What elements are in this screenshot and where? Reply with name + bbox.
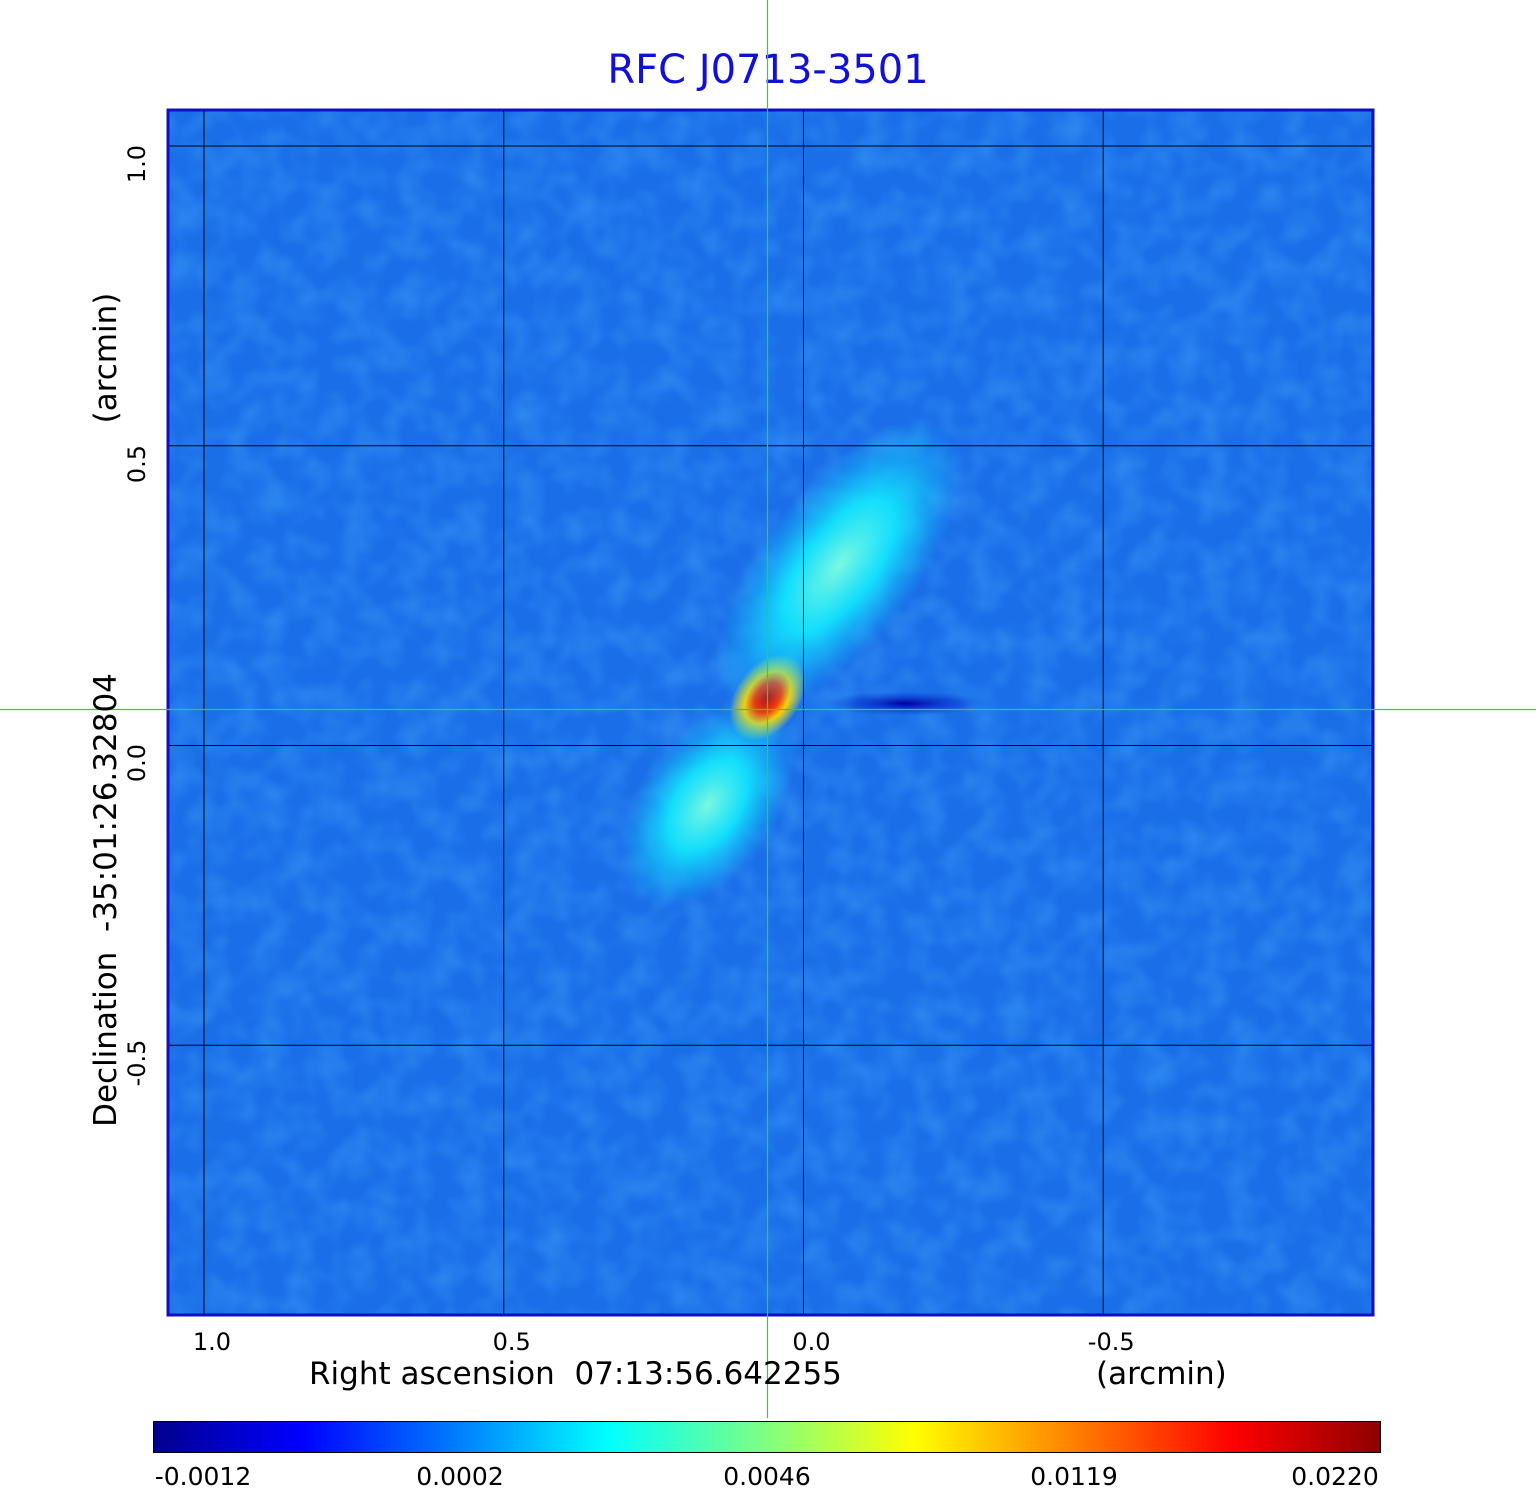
feature-jet-ne	[715, 419, 964, 712]
colorbar-tick-label: -0.0012	[154, 1462, 252, 1491]
y-axis-unit: (arcmin)	[88, 292, 124, 424]
x-tick-label: -0.5	[1087, 1328, 1135, 1356]
x-tick-label: 1.0	[192, 1328, 232, 1356]
plot-frame	[166, 108, 1375, 1317]
x-axis-unit: (arcmin)	[1096, 1356, 1227, 1392]
y-tick-label: 0.5	[123, 444, 151, 483]
y-axis-label: Declination -35:01:26.32804	[88, 673, 124, 1127]
colorbar	[153, 1421, 1381, 1453]
grid-lines	[168, 110, 1373, 1315]
x-tick-label: 0.5	[492, 1328, 531, 1356]
colorbar-tick-label: 0.0002	[416, 1462, 504, 1491]
colorbar-tick-label: 0.0220	[1291, 1462, 1379, 1491]
colorbar-tick-label: 0.0046	[723, 1462, 811, 1491]
x-tick-label: 0.0	[792, 1328, 831, 1356]
crosshair	[0, 0, 1536, 1418]
feature-negative-trough	[825, 691, 986, 716]
heatmap-image	[168, 110, 1373, 1315]
feature-lobe-sw	[620, 703, 795, 908]
y-tick-label: 0.0	[123, 744, 151, 783]
colorbar-tick-label: 0.0119	[1030, 1462, 1118, 1491]
x-axis-label: Right ascension 07:13:56.642255	[309, 1356, 842, 1392]
y-tick-label: -0.5	[123, 1039, 151, 1087]
y-tick-label: 1.0	[123, 144, 151, 184]
